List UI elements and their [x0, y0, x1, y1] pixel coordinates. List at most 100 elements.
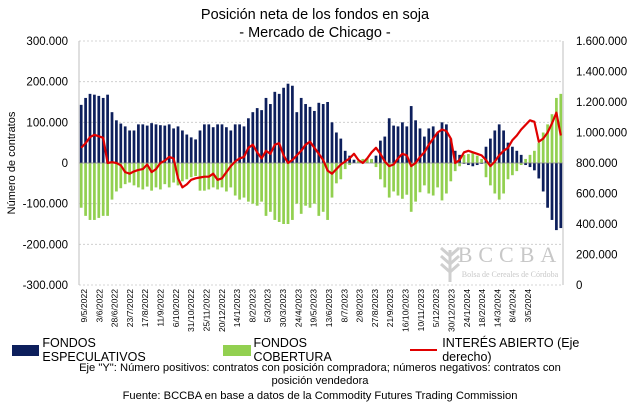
bar-cobertura: [317, 163, 321, 216]
bar-especulativos: [484, 146, 488, 163]
bar-cobertura: [145, 163, 149, 187]
x-tick-label: 14/3/2024: [492, 289, 502, 327]
bar-cobertura: [97, 163, 101, 218]
bar-cobertura: [251, 163, 255, 204]
bar-especulativos: [286, 83, 290, 163]
bar-especulativos: [225, 127, 228, 163]
bar-especulativos: [229, 130, 233, 163]
bar-cobertura: [93, 163, 96, 220]
bar-especulativos: [150, 123, 153, 163]
y-tick-label: 300.000: [26, 36, 68, 48]
bar-cobertura: [229, 163, 233, 188]
legend-label: INTERÉS ABIERTO (Eje derecho): [442, 336, 580, 364]
bar-cobertura: [167, 163, 171, 188]
x-tick-label: 6/10/2022: [171, 289, 181, 327]
bar-cobertura: [308, 163, 312, 208]
bar-cobertura: [119, 163, 123, 189]
bar-cobertura: [115, 163, 118, 192]
y-tick-label: 100.000: [26, 117, 68, 129]
bar-cobertura: [299, 163, 303, 214]
bar-especulativos: [220, 124, 224, 163]
bar-especulativos: [383, 136, 387, 163]
bar-especulativos: [299, 97, 303, 163]
bar-cobertura: [458, 163, 461, 167]
bar-especulativos: [233, 124, 237, 163]
bar-especulativos: [462, 163, 466, 164]
bar-especulativos: [489, 138, 492, 163]
bar-cobertura: [379, 163, 382, 180]
bar-cobertura: [506, 163, 510, 180]
bar-especulativos: [238, 124, 241, 163]
bar-cobertura: [475, 155, 479, 163]
bar-especulativos: [97, 95, 101, 163]
x-axis: 9/5/2022 3/6/2022 28/6/2022 23/7/2022 17/8/2…: [79, 289, 533, 332]
x-tick-label: 8/4/2024: [508, 289, 518, 323]
bar-especulativos: [181, 130, 184, 163]
bar-cobertura: [273, 163, 277, 220]
x-tick-label: 13/6/2023: [324, 289, 334, 327]
bar-especulativos: [93, 94, 96, 163]
x-tick-label: 5/3/2023: [263, 289, 273, 323]
bar-especulativos: [304, 104, 307, 163]
bar-especulativos: [167, 124, 171, 163]
x-tick-label: 2/8/2023: [355, 289, 365, 323]
bar-especulativos: [511, 146, 514, 163]
bar-especulativos: [189, 137, 193, 163]
watermark-title: BCCBA: [458, 242, 563, 267]
x-tick-label: 19/5/2023: [309, 289, 319, 327]
bar-especulativos: [339, 138, 343, 163]
y2-tick-label: 600.000: [576, 189, 618, 201]
bar-especulativos: [409, 106, 413, 163]
bar-cobertura: [440, 163, 444, 201]
y2-tick-label: 1.400.000: [576, 67, 627, 79]
bar-especulativos: [467, 163, 470, 166]
bar-cobertura: [449, 163, 453, 182]
bar-especulativos: [273, 91, 277, 163]
x-tick-label: 30/12/2023: [446, 289, 456, 332]
bar-cobertura: [295, 163, 299, 204]
x-tick-label: 3/6/2022: [94, 289, 104, 323]
bar-especulativos: [396, 126, 400, 163]
bar-especulativos: [154, 124, 158, 163]
legend-label: FONDOS COBERTURA: [253, 336, 332, 364]
bar-especulativos: [106, 94, 109, 163]
bar-especulativos: [198, 130, 202, 163]
bar-cobertura: [462, 154, 466, 163]
legend-item-especulativos: FONDOS ESPECULATIVOS: [12, 336, 199, 364]
bar-cobertura: [405, 163, 409, 195]
bar-especulativos: [519, 154, 523, 163]
bar-especulativos: [176, 126, 180, 163]
x-tick-label: 27/8/2023: [370, 289, 380, 327]
bar-especulativos: [101, 97, 105, 163]
bar-especulativos: [502, 130, 505, 163]
bar-cobertura: [286, 163, 290, 224]
bar-cobertura: [436, 163, 439, 188]
x-tick-label: 20/12/2022: [217, 289, 227, 332]
bar-cobertura: [519, 163, 523, 166]
bar-cobertura: [233, 163, 237, 196]
y-axis-label: Número de contratos: [6, 111, 18, 214]
y-tick-label: 200.000: [26, 77, 68, 89]
bar-cobertura: [194, 163, 197, 177]
bar-cobertura: [467, 154, 470, 163]
bar-cobertura: [343, 163, 347, 170]
bar-especulativos: [497, 124, 501, 163]
bar-cobertura: [427, 163, 431, 194]
bar-cobertura: [101, 163, 105, 216]
bar-especulativos: [546, 163, 549, 208]
bar-especulativos: [313, 110, 316, 163]
y-axis-left: 300.000 200.000 100.000 0 -100.000 -200.000 -3…: [23, 36, 68, 292]
bar-cobertura: [189, 163, 193, 178]
legend-label: FONDOS ESPECULATIVOS: [42, 336, 146, 364]
y2-tick-label: 1.000.000: [576, 128, 627, 140]
bar-cobertura: [264, 163, 268, 216]
series-interes-abierto-line: [80, 111, 562, 189]
bar-cobertura: [106, 163, 109, 216]
bar-cobertura: [409, 163, 413, 212]
bar-cobertura: [79, 163, 83, 208]
bar-especulativos: [84, 97, 87, 163]
bar-cobertura: [181, 163, 184, 182]
bar-especulativos: [211, 127, 215, 163]
bar-especulativos: [326, 102, 329, 163]
bar-cobertura: [445, 163, 448, 194]
